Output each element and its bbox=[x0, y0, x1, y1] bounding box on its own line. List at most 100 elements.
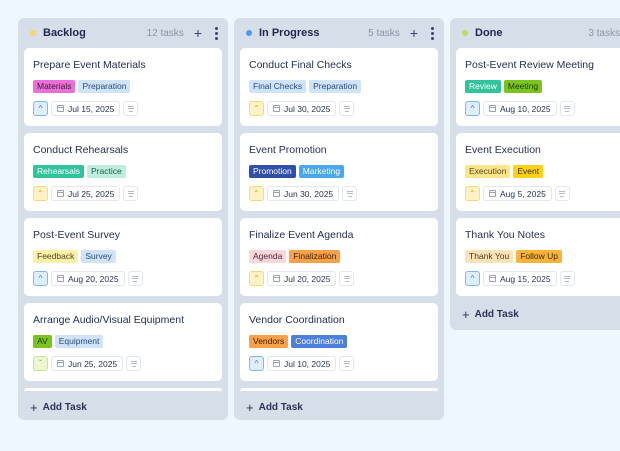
due-date-text: Aug 20, 2025 bbox=[68, 273, 119, 284]
column-header: Done 3 tasks bbox=[450, 18, 620, 48]
task-count: 12 tasks bbox=[146, 27, 184, 39]
tag: Coordination bbox=[291, 335, 348, 348]
priority-medium-icon[interactable]: ^ bbox=[33, 271, 48, 286]
due-date[interactable]: Jun 25, 2025 bbox=[51, 356, 124, 371]
column-done: Done 3 tasks Post-Event Review Meeting R… bbox=[450, 18, 620, 330]
tag: Final Checks bbox=[249, 80, 307, 93]
more-vertical-icon[interactable] bbox=[214, 26, 218, 40]
plus-icon: + bbox=[462, 306, 470, 322]
add-icon[interactable]: + bbox=[409, 25, 418, 41]
description-icon[interactable] bbox=[559, 271, 575, 286]
column-title: In Progress bbox=[259, 27, 320, 39]
due-date[interactable]: Jul 25, 2025 bbox=[51, 186, 121, 201]
calendar-icon bbox=[489, 275, 496, 282]
priority-medium-icon[interactable]: ^ bbox=[465, 101, 480, 116]
due-date[interactable]: Aug 20, 2025 bbox=[51, 271, 125, 286]
calendar-icon bbox=[57, 105, 64, 112]
tag: Vendors bbox=[249, 335, 289, 348]
task-card[interactable]: Prepare Event Materials Materials Prepar… bbox=[24, 48, 222, 126]
due-date[interactable]: Jul 10, 2025 bbox=[267, 356, 337, 371]
priority-medium-icon[interactable]: ^ bbox=[249, 356, 264, 371]
priority-high-icon[interactable]: ⌃ bbox=[249, 101, 264, 116]
task-count: 3 tasks bbox=[588, 27, 620, 39]
due-date[interactable]: Aug 10, 2025 bbox=[483, 101, 557, 116]
tag: Execution bbox=[465, 165, 511, 178]
add-task-button[interactable]: + Add Task bbox=[234, 391, 444, 424]
calendar-icon bbox=[57, 360, 64, 367]
due-date-text: Jul 20, 2025 bbox=[284, 273, 331, 284]
priority-high-icon[interactable]: ⌃ bbox=[33, 186, 48, 201]
add-icon[interactable]: + bbox=[193, 25, 202, 41]
column-title: Done bbox=[475, 27, 503, 39]
partial-card[interactable] bbox=[240, 388, 438, 391]
card-title: Post-Event Survey bbox=[33, 229, 120, 241]
due-date[interactable]: Jul 20, 2025 bbox=[267, 271, 337, 286]
calendar-icon bbox=[273, 275, 280, 282]
tag: Finalization bbox=[289, 250, 341, 263]
due-date[interactable]: Aug 15, 2025 bbox=[483, 271, 557, 286]
tag: Rehearsals bbox=[33, 165, 84, 178]
plus-icon: + bbox=[30, 400, 38, 415]
add-task-button[interactable]: + Add Task bbox=[450, 296, 620, 332]
priority-high-icon[interactable]: ⌃ bbox=[249, 271, 264, 286]
due-date[interactable]: Aug 5, 2025 bbox=[483, 186, 552, 201]
task-card[interactable]: Vendor Coordination Vendors Coordination… bbox=[240, 303, 438, 381]
description-icon[interactable] bbox=[342, 186, 358, 201]
column-header: In Progress 5 tasks + bbox=[234, 18, 444, 48]
description-icon[interactable] bbox=[126, 356, 142, 371]
calendar-icon bbox=[273, 360, 280, 367]
add-task-label: Add Task bbox=[258, 402, 303, 413]
description-icon[interactable] bbox=[339, 356, 355, 371]
task-card[interactable]: Post-Event Review Meeting Review Meeting… bbox=[456, 48, 620, 126]
tag: Promotion bbox=[249, 165, 296, 178]
task-card[interactable]: Arrange Audio/Visual Equipment AV Equipm… bbox=[24, 303, 222, 381]
task-card[interactable]: Event Execution Execution Event ⌃ Aug 5,… bbox=[456, 133, 620, 211]
description-icon[interactable] bbox=[123, 186, 139, 201]
card-title: Conduct Final Checks bbox=[249, 59, 352, 71]
description-icon[interactable] bbox=[559, 101, 575, 116]
card-title: Post-Event Review Meeting bbox=[465, 59, 594, 71]
tag: Materials bbox=[33, 80, 76, 93]
description-icon[interactable] bbox=[339, 101, 355, 116]
priority-high-icon[interactable]: ⌃ bbox=[249, 186, 264, 201]
description-icon[interactable] bbox=[123, 101, 139, 116]
task-card[interactable]: Conduct Final Checks Final Checks Prepar… bbox=[240, 48, 438, 126]
due-date-text: Jun 25, 2025 bbox=[68, 358, 118, 369]
task-card[interactable]: Event Promotion Promotion Marketing ⌃ Ju… bbox=[240, 133, 438, 211]
card-title: Conduct Rehearsals bbox=[33, 144, 129, 156]
priority-low-icon[interactable]: ˇ bbox=[33, 356, 48, 371]
tag: Equipment bbox=[54, 335, 104, 348]
task-card[interactable]: Post-Event Survey Feedback Survey ^ Aug … bbox=[24, 218, 222, 296]
tag: Event bbox=[513, 165, 544, 178]
due-date[interactable]: Jul 15, 2025 bbox=[51, 101, 121, 116]
description-icon[interactable] bbox=[554, 186, 570, 201]
tag: Preparation bbox=[78, 80, 131, 93]
card-title: Event Promotion bbox=[249, 144, 327, 156]
calendar-icon bbox=[489, 190, 496, 197]
due-date[interactable]: Jul 30, 2025 bbox=[267, 101, 337, 116]
description-icon[interactable] bbox=[127, 271, 143, 286]
due-date-text: Jul 10, 2025 bbox=[284, 358, 331, 369]
due-date-text: Jul 30, 2025 bbox=[284, 103, 331, 114]
calendar-icon bbox=[273, 190, 280, 197]
card-title: Vendor Coordination bbox=[249, 314, 345, 326]
calendar-icon bbox=[57, 190, 64, 197]
due-date[interactable]: Jun 30, 2025 bbox=[267, 186, 340, 201]
description-icon[interactable] bbox=[339, 271, 355, 286]
task-card[interactable]: Finalize Event Agenda Agenda Finalizatio… bbox=[240, 218, 438, 296]
partial-card[interactable] bbox=[24, 388, 222, 391]
tag: AV bbox=[33, 335, 52, 348]
task-card[interactable]: Conduct Rehearsals Rehearsals Practice ⌃… bbox=[24, 133, 222, 211]
more-vertical-icon[interactable] bbox=[430, 26, 434, 40]
add-task-button[interactable]: + Add Task bbox=[18, 391, 228, 424]
priority-medium-icon[interactable]: ^ bbox=[465, 271, 480, 286]
due-date-text: Aug 10, 2025 bbox=[500, 103, 551, 114]
card-title: Thank You Notes bbox=[465, 229, 545, 241]
priority-high-icon[interactable]: ⌃ bbox=[465, 186, 480, 201]
add-task-label: Add Task bbox=[42, 402, 87, 413]
card-title: Event Execution bbox=[465, 144, 541, 156]
priority-medium-icon[interactable]: ^ bbox=[33, 101, 48, 116]
calendar-icon bbox=[273, 105, 280, 112]
due-date-text: Jul 15, 2025 bbox=[68, 103, 115, 114]
task-card[interactable]: Thank You Notes Thank You Follow Up ^ Au… bbox=[456, 218, 620, 296]
